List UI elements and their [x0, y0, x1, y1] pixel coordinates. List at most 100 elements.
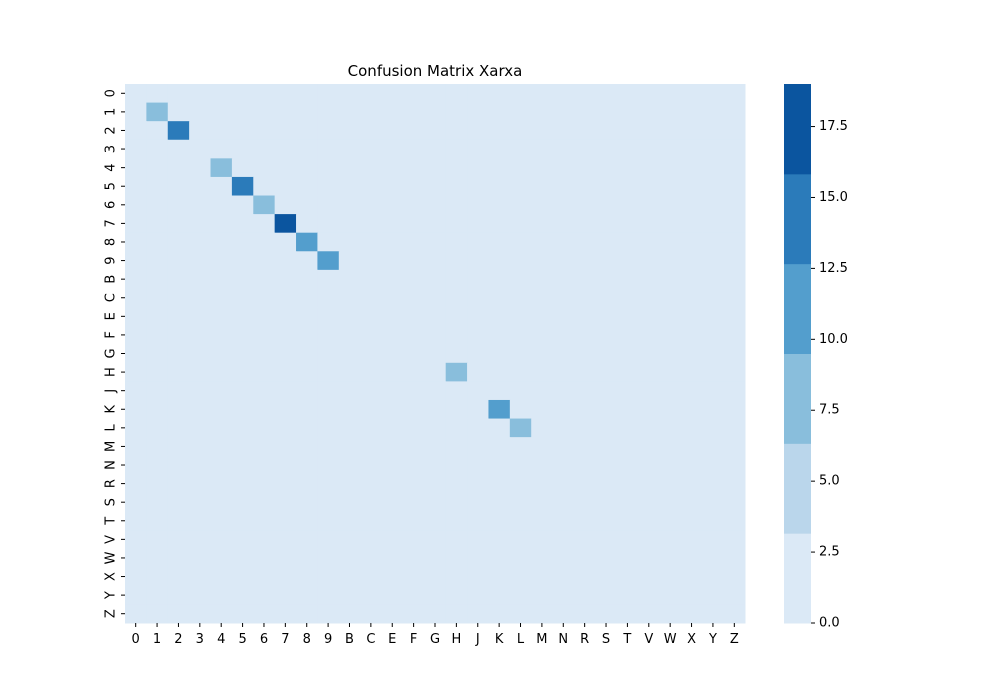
heatmap-cell — [125, 567, 147, 587]
heatmap-cell — [616, 176, 639, 197]
heatmap-cell — [616, 437, 639, 457]
heatmap-cell — [680, 325, 703, 345]
heatmap-cell — [210, 195, 233, 215]
heatmap-cell — [702, 214, 725, 234]
heatmap-cell — [338, 344, 361, 364]
heatmap-cell — [231, 232, 254, 252]
heatmap-cell — [338, 437, 361, 457]
y-tick-label: X — [104, 572, 119, 581]
heatmap-cell — [381, 418, 404, 438]
heatmap-cell — [723, 530, 746, 550]
heatmap-cell — [381, 455, 404, 475]
heatmap-cell — [616, 102, 639, 122]
heatmap-cell — [402, 362, 425, 382]
heatmap-cell — [317, 195, 340, 215]
heatmap-cell — [573, 530, 596, 550]
heatmap-cell — [467, 102, 489, 122]
heatmap-cell — [638, 195, 660, 215]
heatmap-cell — [146, 288, 169, 308]
heatmap-cell — [125, 548, 147, 568]
heatmap-cell — [638, 344, 660, 364]
heatmap-cell — [616, 325, 639, 345]
heatmap-cell — [381, 269, 404, 289]
heatmap-cell — [296, 585, 318, 605]
heatmap-cell — [616, 455, 639, 475]
heatmap-cell — [125, 158, 147, 178]
heatmap-cell — [488, 121, 511, 141]
heatmap-cell — [531, 251, 554, 271]
heatmap-cell — [638, 325, 660, 345]
heatmap-cell — [210, 437, 233, 457]
heatmap-cell — [317, 84, 340, 104]
heatmap-cell — [424, 381, 447, 401]
heatmap-cell — [296, 399, 318, 420]
heatmap-cell — [595, 102, 618, 122]
heatmap-cell — [509, 307, 532, 327]
heatmap-cell — [680, 474, 703, 494]
heatmap-cell — [445, 548, 468, 568]
y-tick-label: G — [104, 348, 119, 358]
heatmap-cell — [210, 121, 233, 141]
x-tick-label: K — [495, 632, 504, 647]
heatmap-cell — [573, 381, 596, 401]
heatmap-cell — [189, 418, 212, 438]
colorbar-segment — [784, 263, 811, 354]
heatmap-cell — [167, 437, 190, 457]
heatmap-cell — [338, 102, 361, 122]
heatmap-cell — [573, 585, 596, 605]
heatmap-cell — [146, 399, 169, 420]
heatmap-cell — [189, 585, 212, 605]
heatmap-cell — [274, 418, 297, 438]
heatmap-cell — [638, 232, 660, 252]
heatmap-cell — [467, 269, 489, 289]
heatmap-cell — [189, 195, 212, 215]
heatmap-cell — [167, 269, 190, 289]
heatmap-cell — [317, 139, 340, 159]
heatmap-cell — [253, 158, 276, 178]
heatmap-cell — [317, 251, 340, 271]
heatmap-cell — [360, 437, 383, 457]
heatmap-cell — [723, 288, 746, 308]
heatmap-cell — [210, 604, 233, 624]
heatmap-cell — [531, 195, 554, 215]
heatmap-cell — [573, 344, 596, 364]
heatmap-cell — [381, 251, 404, 271]
heatmap-cell — [659, 381, 682, 401]
heatmap-cell — [338, 567, 361, 587]
heatmap-cell — [381, 511, 404, 531]
heatmap-cell — [467, 381, 489, 401]
heatmap-cell — [167, 158, 190, 178]
heatmap-cell — [595, 530, 618, 550]
heatmap-cell — [210, 530, 233, 550]
y-tick-label: 7 — [104, 219, 119, 227]
heatmap-cell — [146, 269, 169, 289]
heatmap-cell — [552, 474, 575, 494]
colorbar-tick-label: 2.5 — [819, 545, 840, 560]
heatmap-cell — [488, 158, 511, 178]
heatmap-cell — [531, 121, 554, 141]
heatmap-cell — [253, 325, 276, 345]
heatmap-cell — [125, 325, 147, 345]
heatmap-cell — [253, 102, 276, 122]
heatmap-cell — [445, 269, 468, 289]
heatmap-cell — [125, 399, 147, 420]
heatmap-cell — [402, 567, 425, 587]
heatmap-cell — [402, 474, 425, 494]
heatmap-cell — [274, 530, 297, 550]
heatmap-cell — [488, 325, 511, 345]
heatmap-cell — [231, 604, 254, 624]
heatmap-cell — [402, 158, 425, 178]
y-tick-label: S — [104, 498, 119, 506]
heatmap-cell — [317, 344, 340, 364]
heatmap-cell — [702, 139, 725, 159]
heatmap-cell — [445, 567, 468, 587]
heatmap-cell — [402, 325, 425, 345]
heatmap-cell — [125, 288, 147, 308]
heatmap-cell — [659, 307, 682, 327]
heatmap-cell — [317, 585, 340, 605]
heatmap-cell — [573, 121, 596, 141]
heatmap-cell — [338, 604, 361, 624]
heatmap-cell — [467, 307, 489, 327]
x-tick-label: 0 — [132, 632, 140, 647]
heatmap-cell — [146, 511, 169, 531]
